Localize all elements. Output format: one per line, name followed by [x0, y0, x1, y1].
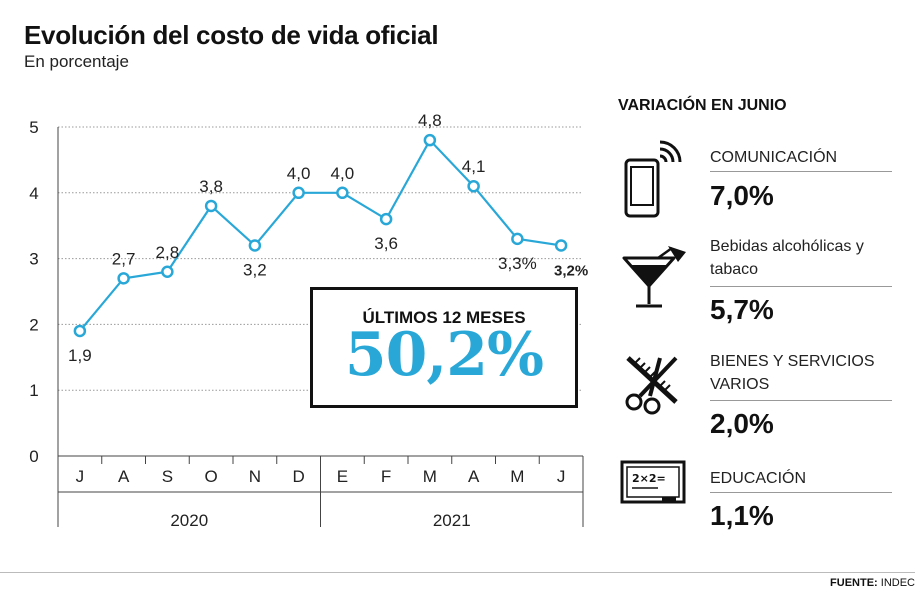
category-label-bienes: BIENES Y SERVICIOS VARIOS: [710, 353, 875, 393]
year-label: 2021: [433, 511, 471, 530]
category-label-educacion: EDUCACIÓN: [710, 470, 807, 487]
data-point: [379, 212, 393, 226]
svg-text:2×2=: 2×2=: [632, 472, 666, 485]
category-value-comunicacion: 7,0%: [710, 180, 774, 211]
data-label: 3,8: [199, 177, 223, 196]
sidebar-title: VARIACIÓN EN JUNIO: [618, 97, 787, 114]
x-tick-label: O: [205, 467, 218, 486]
x-tick-label: A: [118, 467, 130, 486]
data-point: [161, 265, 174, 279]
x-tick-label: D: [292, 467, 304, 486]
category-value-bienes: 2,0%: [710, 408, 774, 439]
y-tick-label: 5: [29, 118, 38, 137]
category-divider: [710, 492, 892, 493]
x-tick-label: E: [337, 467, 348, 486]
cocktail-icon: [622, 246, 686, 308]
source-note: FUENTE: INDEC: [830, 577, 915, 589]
data-point: [423, 133, 437, 147]
line-chart: 0 1 2 3 4 5 J A S O N D E F M A M J 2020 2021 1,9 2,7 2,8 3,8 3…: [29, 111, 588, 530]
footer-divider: [0, 572, 915, 573]
data-label: 3,6: [374, 234, 398, 253]
y-tick-label: 2: [29, 315, 38, 334]
data-label: 4,8: [418, 111, 442, 130]
scissors-comb-icon: [625, 356, 678, 415]
data-point: [511, 232, 524, 246]
data-point: [292, 186, 305, 200]
summary-value: 50,2%: [344, 320, 544, 390]
data-point: [248, 239, 262, 252]
data-label: 3,2%: [554, 262, 588, 279]
data-label: 4,1: [462, 157, 486, 176]
y-tick-label: 3: [29, 250, 38, 269]
data-point: [336, 186, 349, 200]
data-label: 1,9: [68, 346, 92, 365]
data-label: 3,3%: [498, 254, 537, 273]
blackboard-icon: 2×2=: [620, 460, 686, 504]
data-label: 2,8: [156, 243, 180, 262]
data-label: 3,2: [243, 260, 267, 279]
series-line: [79, 138, 562, 332]
data-point: [467, 179, 480, 193]
x-tick-label: F: [381, 467, 391, 486]
summary-box: ÚLTIMOS 12 MESES 50,2%: [310, 287, 578, 408]
phone-icon: [624, 140, 682, 218]
y-tick-label: 1: [29, 381, 38, 400]
category-divider: [710, 171, 892, 172]
x-tick-label: N: [249, 467, 261, 486]
chart-title: Evolución del costo de vida oficial: [24, 20, 439, 50]
category-label-bebidas: Bebidas alcohólicas y tabaco: [710, 238, 864, 278]
data-point: [554, 239, 568, 252]
data-label: 4,0: [287, 164, 311, 183]
x-tick-label: J: [557, 467, 566, 486]
x-tick-label: J: [76, 467, 85, 486]
x-tick-label: S: [162, 467, 173, 486]
y-tick-label: 4: [29, 184, 38, 203]
data-label: 2,7: [112, 249, 136, 268]
data-point: [204, 199, 218, 213]
data-point: [73, 324, 87, 338]
source-name: INDEC: [880, 577, 915, 589]
category-divider: [710, 400, 892, 401]
y-tick-label: 0: [29, 447, 38, 466]
data-label: 4,0: [331, 164, 355, 183]
category-value-bebidas: 5,7%: [710, 294, 774, 325]
chart-subtitle: En porcentaje: [24, 52, 129, 71]
category-label-comunicacion: COMUNICACIÓN: [710, 149, 838, 166]
x-tick-label: A: [468, 467, 480, 486]
category-value-educacion: 1,1%: [710, 500, 774, 531]
year-label: 2020: [170, 511, 208, 530]
summary-label: ÚLTIMOS 12 MESES: [362, 308, 526, 327]
source-prefix: FUENTE:: [830, 577, 878, 589]
category-divider: [710, 286, 892, 287]
x-tick-label: M: [510, 467, 524, 486]
x-tick-label: M: [423, 467, 437, 486]
data-point: [117, 272, 130, 285]
